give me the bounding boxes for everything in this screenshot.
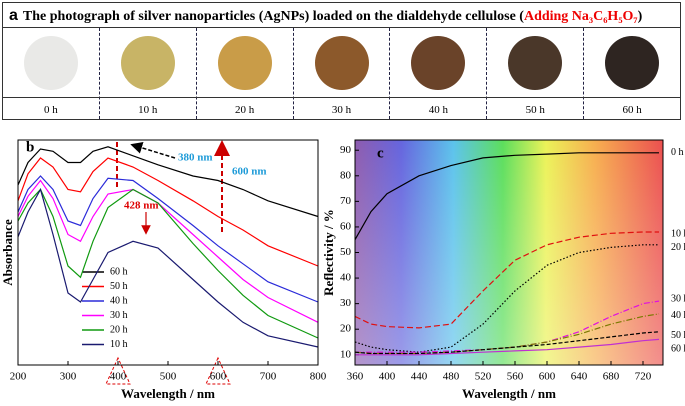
title-highlight: Adding Na₃C₆H₅O₇ <box>523 9 638 24</box>
title: ) <box>637 9 643 24</box>
legend-label: 60 h <box>110 266 128 277</box>
arrow <box>130 142 176 159</box>
sample-photo <box>411 36 466 90</box>
y-tick-label: 70 <box>340 195 352 207</box>
series-label: 0 h <box>671 147 684 158</box>
x-axis-label: Wavelength / nm <box>121 386 215 401</box>
x-tick-label: 720 <box>635 371 652 383</box>
title: The photograph of silver nanoparticles (… <box>22 9 524 24</box>
tick-highlight <box>205 356 231 385</box>
annotation: 600 nm <box>232 166 267 178</box>
series-line <box>17 179 319 323</box>
x-tick-label: 600 <box>210 371 227 383</box>
annotation: 428 nm <box>124 200 159 212</box>
x-tick-label: 700 <box>260 371 277 383</box>
x-tick-label: 440 <box>411 371 428 383</box>
sample-label: 0 h <box>44 104 58 116</box>
y-tick-label: 10 <box>340 348 352 360</box>
x-tick-label: 520 <box>475 371 492 383</box>
sample-photo <box>120 36 175 90</box>
y-tick-label: 20 <box>340 323 352 335</box>
y-tick-label: 30 <box>340 297 352 309</box>
x-tick-label: 400 <box>379 371 396 383</box>
photo-cell: 0 h <box>3 28 100 119</box>
x-tick-label: 500 <box>160 371 177 383</box>
sample-photo <box>23 36 78 90</box>
series-line <box>17 187 319 348</box>
y-tick-label: 90 <box>340 144 352 156</box>
x-axis-label: Wavelength / nm <box>462 386 556 401</box>
sample-label: 40 h <box>428 104 448 116</box>
sample-photo <box>217 36 272 90</box>
series-label: 40 h <box>671 310 685 321</box>
x-tick-label: 400 <box>110 371 127 383</box>
y-axis-label: Reflectivity / % <box>321 209 336 296</box>
annotation: 380 nm <box>178 152 213 164</box>
plot-frame <box>17 139 319 366</box>
y-tick-label: 60 <box>340 220 352 232</box>
legend-label: 10 h <box>110 339 128 350</box>
legend-label: 30 h <box>110 310 128 321</box>
sample-photo <box>508 36 563 90</box>
legend-label: 50 h <box>110 281 128 292</box>
sample-label: 50 h <box>525 104 545 116</box>
tick-highlight <box>105 356 131 385</box>
y-tick-label: 80 <box>340 169 352 181</box>
x-tick-label: 800 <box>310 371 327 383</box>
photo-cell: 10 h <box>100 28 197 119</box>
legend-label: 40 h <box>110 295 128 306</box>
x-tick-label: 300 <box>60 371 77 383</box>
separator <box>2 97 681 98</box>
sample-label: 30 h <box>331 104 352 116</box>
photo-cell: 60 h <box>584 28 680 119</box>
plot-frame <box>354 139 664 366</box>
x-tick-label: 600 <box>539 371 556 383</box>
series-label: 10 h <box>671 228 685 239</box>
sample-label: 60 h <box>622 104 642 116</box>
photo-row: 0 h 10 h 20 h 30 h 40 h 50 h 60 h <box>2 28 681 120</box>
series-line <box>354 152 659 240</box>
series-line <box>17 146 319 218</box>
series-label: 20 h <box>671 242 685 253</box>
sample-label: 20 h <box>235 104 255 116</box>
series-label: 30 h <box>671 293 685 304</box>
y-tick-label: 40 <box>340 272 352 284</box>
photo-cell: 30 h <box>294 28 391 119</box>
spectrum-fade <box>355 140 663 365</box>
series-line <box>355 338 660 356</box>
panel-letter: b <box>26 139 34 155</box>
x-tick-label: 360 <box>347 371 364 383</box>
series-line <box>17 188 319 339</box>
x-tick-label: 200 <box>10 371 27 383</box>
y-tick-label: 50 <box>340 246 352 258</box>
panel-letter: a <box>9 7 18 24</box>
sample-label: 10 h <box>138 104 158 116</box>
series-line <box>17 157 319 267</box>
legend-label: 20 h <box>110 324 128 335</box>
photo-cell: 20 h <box>197 28 294 119</box>
series-line <box>354 231 659 329</box>
series-line <box>354 331 660 355</box>
y-axis-label: Absorbance <box>0 219 15 286</box>
x-tick-label: 680 <box>603 371 620 383</box>
photo-cell: 50 h <box>487 28 585 119</box>
photo-cell: 40 h <box>390 28 488 119</box>
series-label: 50 h <box>671 330 685 341</box>
header: a The photograph of silver nanoparticles … <box>2 2 681 28</box>
x-tick-label: 480 <box>443 371 460 383</box>
x-tick-label: 640 <box>571 371 588 383</box>
x-tick-label: 560 <box>507 371 524 383</box>
series-label: 60 h <box>671 344 685 355</box>
sample-photo <box>605 36 660 90</box>
series-line <box>17 175 319 303</box>
sample-photo <box>314 36 369 90</box>
panel-letter: c <box>377 145 384 161</box>
